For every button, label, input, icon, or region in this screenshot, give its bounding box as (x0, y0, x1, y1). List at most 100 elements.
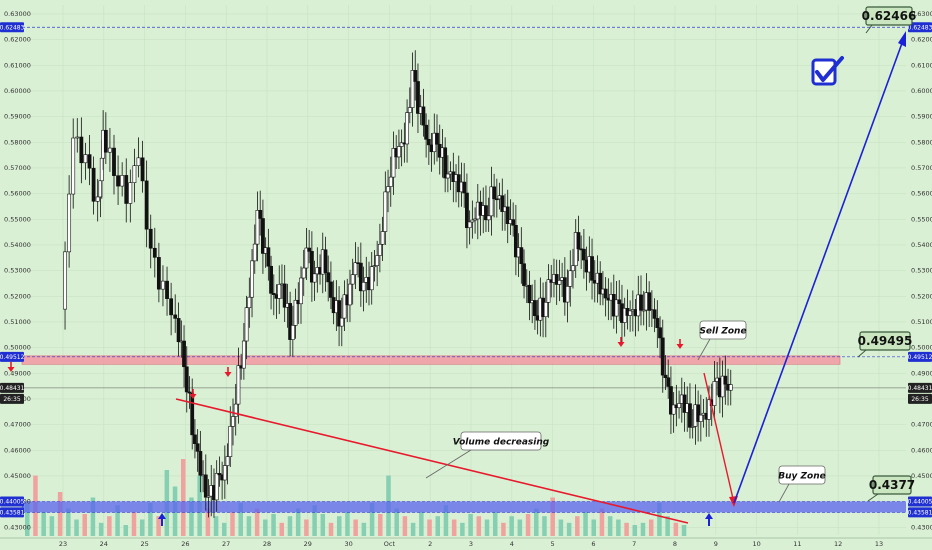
candle-body (671, 404, 676, 415)
candle-body (247, 296, 252, 309)
volume-bar (657, 503, 662, 536)
candle-body (71, 137, 76, 195)
volume-bar (484, 519, 490, 536)
candle-body (546, 279, 551, 303)
buy-bottom-label-left: 0.43581 (0, 509, 25, 516)
candle-body (233, 403, 238, 417)
candle-body (312, 273, 317, 283)
x-tick-label: 28 (263, 540, 271, 548)
projection-down-line (703, 372, 735, 504)
volume-bar (312, 505, 317, 536)
candle-body (603, 288, 608, 299)
volume-bar (435, 516, 441, 536)
candle-body (358, 262, 363, 292)
volume-bar (369, 503, 375, 536)
candle-body (190, 392, 195, 436)
candle-body (543, 302, 548, 318)
volume-bar (123, 525, 129, 536)
candle-body (63, 251, 67, 310)
y-tick-left: 0.50000 (4, 344, 31, 352)
candle-body (554, 274, 559, 285)
candle-body (486, 215, 491, 221)
y-tick-right: 0.61000 (911, 61, 932, 69)
x-tick-label: 29 (304, 540, 312, 548)
y-tick-left: 0.53000 (4, 267, 31, 275)
volume-bar (517, 519, 523, 536)
candle-body (660, 337, 665, 376)
candle-body (136, 157, 141, 166)
volume-bar (98, 522, 104, 536)
candle-body (293, 299, 298, 326)
candle-body (688, 403, 692, 428)
candle-body (707, 399, 711, 420)
candle-body (342, 294, 347, 319)
y-tick-left: 0.61000 (4, 61, 31, 69)
volume-bar (525, 514, 531, 536)
volume-bar (49, 516, 55, 536)
candles (63, 50, 733, 518)
candle-body (309, 251, 314, 283)
candle-body (590, 256, 594, 281)
candle-body (383, 191, 388, 232)
candle-body (326, 272, 331, 283)
top-level-label-right: 0.62483 (908, 24, 932, 31)
volume-bar (287, 516, 293, 536)
buy-top-label-left-bg (0, 496, 24, 507)
candle-body (658, 327, 662, 339)
candle-body (307, 247, 312, 252)
candle-body (116, 175, 120, 187)
candle-body (290, 325, 295, 340)
candle-body (407, 107, 412, 113)
volume-bar (632, 525, 638, 536)
x-tick-label: 12 (834, 540, 842, 548)
buy-zone-value-box (872, 475, 912, 495)
buy-bottom-label-right-bg (908, 507, 932, 518)
candle-body (241, 340, 246, 369)
current-price-label-left: 0.48431 (0, 385, 25, 392)
candle-body (214, 473, 219, 501)
volume-bar (492, 511, 498, 536)
candle-body (258, 210, 263, 219)
volume-bar (90, 497, 96, 536)
volume-bar (402, 516, 408, 536)
volume-bar (575, 516, 580, 536)
red-arrow-head (224, 372, 232, 377)
candle-body (140, 157, 145, 182)
volume-bar (599, 508, 605, 536)
volume-bar (542, 516, 547, 536)
sell-zone-value: 0.49495 (858, 334, 913, 348)
y-tick-right: 0.46000 (911, 446, 932, 454)
volume-bar (254, 508, 260, 536)
candle-body (250, 260, 254, 298)
candle-body (271, 293, 276, 295)
x-tick-label: 11 (793, 540, 801, 548)
candle-body (445, 173, 450, 179)
volume-bar (566, 522, 572, 536)
volume-bar (534, 508, 539, 536)
candle-body (103, 129, 108, 153)
x-tick-label: 30 (344, 540, 352, 548)
blue-arrow-head (705, 513, 713, 519)
candle-body (323, 249, 328, 273)
candle-body (222, 465, 227, 481)
volume-bar (419, 511, 424, 536)
candle-body (193, 434, 197, 444)
volume-bar (591, 519, 596, 536)
volume-bar (156, 516, 161, 536)
candle-body (533, 300, 537, 317)
x-tick-label: 23 (59, 540, 67, 548)
candle-body (187, 391, 192, 394)
candle-body (161, 280, 165, 290)
candle-body (203, 474, 208, 498)
y-tick-left: 0.62000 (4, 36, 31, 44)
y-tick-right: 0.63000 (911, 10, 932, 18)
volume-bar (550, 497, 555, 536)
volume-bar (460, 522, 465, 536)
volume-bar (410, 522, 416, 536)
candle-body (617, 299, 622, 304)
buy-zone-label-pointer (778, 483, 790, 503)
candle-body (152, 247, 157, 258)
candle-body (652, 309, 657, 319)
volume-bar (213, 516, 219, 536)
